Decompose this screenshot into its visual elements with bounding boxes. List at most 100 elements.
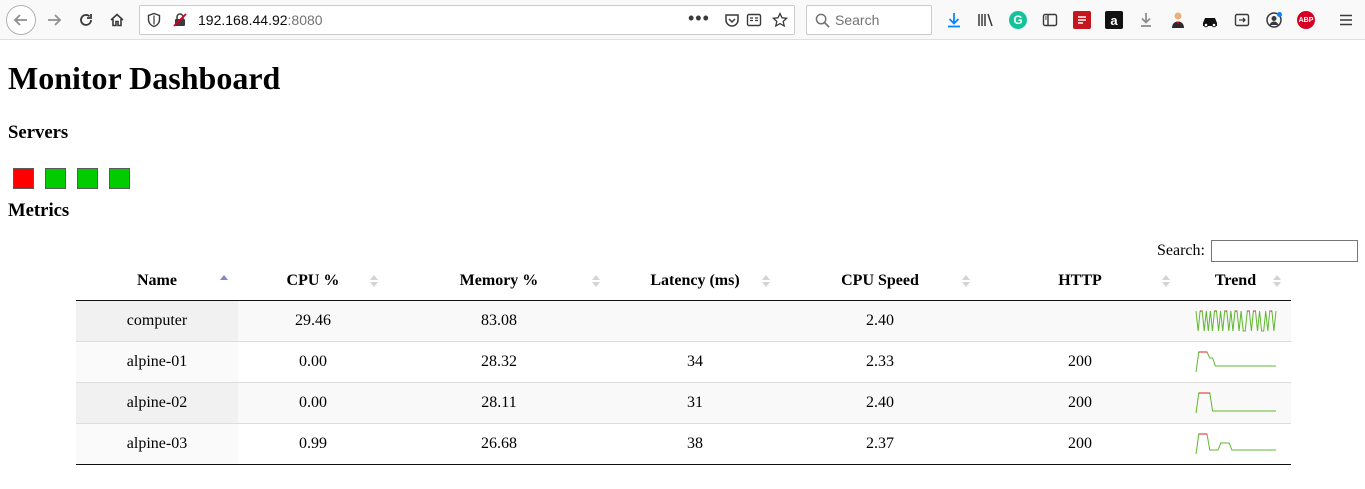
home-button[interactable]	[103, 6, 131, 34]
extension-red-icon[interactable]	[1073, 11, 1091, 29]
reload-button[interactable]	[72, 6, 100, 34]
column-header-trend[interactable]: Trend	[1180, 262, 1291, 301]
latency-cell	[610, 300, 780, 341]
metrics-table: Name CPU % Memory % Latency (ms) CPU Speed HT…	[76, 262, 1291, 465]
metrics-table-body: computer 29.46 83.08 2.40 alpine-01 0.00 28.32…	[76, 300, 1291, 465]
hamburger-menu-icon[interactable]	[1337, 11, 1355, 29]
servers-heading: Servers	[8, 122, 69, 143]
cpu-speed-cell: 2.37	[780, 422, 980, 465]
cpu-cell: 0.99	[238, 422, 388, 465]
column-header-label: Trend	[1214, 271, 1257, 289]
sort-both-icon	[762, 275, 770, 287]
sort-both-icon	[962, 275, 970, 287]
person-extension-icon[interactable]	[1169, 11, 1187, 29]
tab-share-icon[interactable]	[1233, 11, 1251, 29]
memory-cell: 83.08	[388, 300, 610, 341]
server-status-indicator-2[interactable]	[45, 168, 66, 189]
metrics-heading: Metrics	[8, 200, 70, 221]
name-cell: computer	[76, 300, 238, 341]
cpu-cell: 0.00	[238, 381, 388, 423]
insecure-lock-icon[interactable]	[172, 12, 188, 28]
latency-cell: 34	[610, 340, 780, 382]
table-header-row: Name CPU % Memory % Latency (ms) CPU Speed HT…	[76, 262, 1291, 301]
trend-cell	[1180, 381, 1291, 423]
trend-line	[1195, 351, 1276, 372]
trend-sparkline	[1195, 351, 1276, 372]
trend-line	[1195, 310, 1276, 331]
server-status-indicator-4[interactable]	[109, 168, 130, 189]
download-arrow-icon[interactable]	[1137, 11, 1155, 29]
back-button[interactable]	[6, 5, 36, 35]
shield-icon[interactable]	[146, 12, 162, 28]
account-icon[interactable]	[1265, 11, 1283, 29]
table-row: alpine-01 0.00 28.32 34 2.33 200	[76, 340, 1291, 382]
column-header-label: CPU Speed	[841, 271, 919, 289]
home-icon	[110, 13, 124, 27]
car-extension-icon[interactable]	[1201, 11, 1219, 29]
adblock-plus-icon[interactable]: ABP	[1297, 11, 1315, 29]
trend-cell	[1180, 300, 1291, 341]
url-text[interactable]: 192.168.44.92:8080	[198, 12, 323, 28]
sort-both-icon	[592, 275, 600, 287]
reader-view-icon[interactable]	[746, 12, 762, 28]
arrow-left-icon	[13, 14, 27, 26]
cpu-speed-cell: 2.40	[780, 381, 980, 423]
table-row: alpine-03 0.99 26.68 38 2.37 200	[76, 422, 1291, 465]
table-row: alpine-02 0.00 28.11 31 2.40 200	[76, 381, 1291, 423]
browser-toolbar: 192.168.44.92:8080 ••• G a ABP	[0, 0, 1365, 40]
column-header-cpu-speed[interactable]: CPU Speed	[780, 262, 980, 301]
latency-cell: 31	[610, 381, 780, 423]
trend-line	[1195, 392, 1276, 413]
column-header-label: Name	[137, 271, 177, 289]
table-search-input[interactable]	[1211, 240, 1358, 262]
grammarly-icon[interactable]: G	[1009, 11, 1027, 29]
trend-sparkline	[1195, 392, 1276, 413]
name-cell: alpine-02	[76, 381, 238, 423]
amazon-icon[interactable]: a	[1105, 11, 1123, 29]
sort-both-icon	[1273, 275, 1281, 287]
name-cell: alpine-03	[76, 422, 238, 465]
column-header-cpu[interactable]: CPU %	[238, 262, 388, 301]
browser-search-box[interactable]	[806, 5, 932, 35]
column-header-memory[interactable]: Memory %	[388, 262, 610, 301]
bookmark-star-icon[interactable]	[772, 12, 788, 28]
arrow-right-icon	[48, 14, 62, 26]
url-bar[interactable]: 192.168.44.92:8080 •••	[139, 5, 795, 35]
column-header-label: Memory %	[459, 271, 539, 289]
sort-both-icon	[370, 275, 378, 287]
forward-button[interactable]	[40, 6, 68, 34]
download-icon[interactable]	[945, 11, 963, 29]
latency-cell: 38	[610, 422, 780, 465]
reload-icon	[80, 14, 92, 26]
memory-cell: 28.11	[388, 381, 610, 423]
table-row: computer 29.46 83.08 2.40	[76, 300, 1291, 341]
table-search-label: Search:	[1157, 242, 1205, 259]
column-header-http[interactable]: HTTP	[980, 262, 1180, 301]
url-host: 192.168.44.92	[198, 12, 288, 28]
cpu-cell: 0.00	[238, 340, 388, 382]
trend-cell	[1180, 340, 1291, 382]
pocket-icon[interactable]	[724, 12, 740, 28]
trend-line	[1195, 433, 1276, 454]
http-cell	[980, 300, 1180, 341]
url-port: :8080	[287, 12, 323, 28]
sort-both-icon	[1162, 275, 1170, 287]
cpu-speed-cell: 2.40	[780, 300, 980, 341]
browser-search-input[interactable]	[835, 12, 925, 28]
page-actions-menu-icon[interactable]: •••	[688, 8, 710, 28]
cpu-cell: 29.46	[238, 300, 388, 341]
column-header-latency-ms[interactable]: Latency (ms)	[610, 262, 780, 301]
cpu-speed-cell: 2.33	[780, 340, 980, 382]
column-header-label: CPU %	[286, 271, 340, 289]
server-status-indicator-1[interactable]	[13, 168, 34, 189]
server-status-indicator-3[interactable]	[77, 168, 98, 189]
memory-cell: 26.68	[388, 422, 610, 465]
sort-ascending-icon	[220, 275, 228, 280]
column-header-name[interactable]: Name	[76, 262, 238, 301]
search-icon	[815, 13, 830, 28]
http-cell: 200	[980, 422, 1180, 465]
trend-cell	[1180, 422, 1291, 465]
page-title: Monitor Dashboard	[8, 60, 281, 96]
library-icon[interactable]	[977, 11, 995, 29]
sidebar-icon[interactable]	[1041, 11, 1059, 29]
